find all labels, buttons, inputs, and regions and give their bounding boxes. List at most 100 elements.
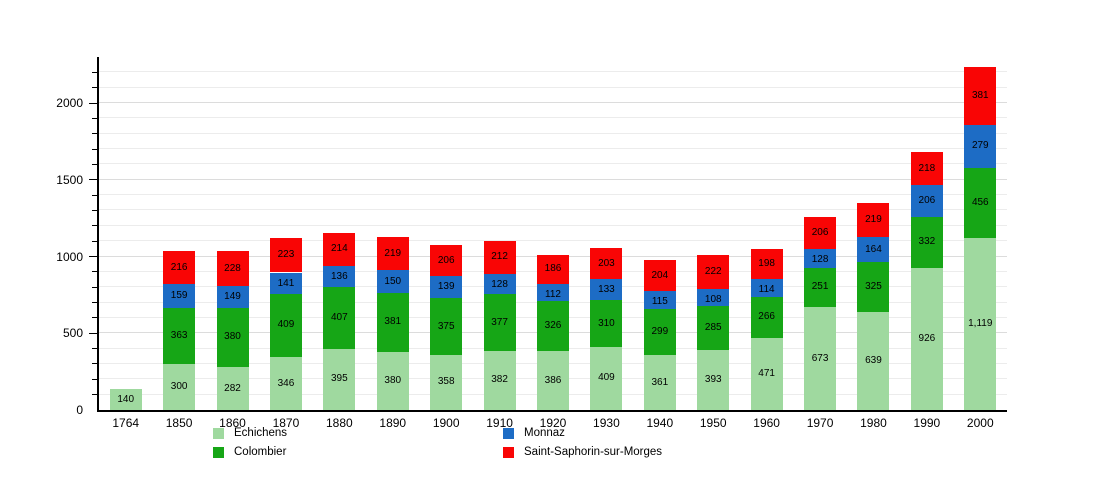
y-axis-minor-tick	[92, 394, 97, 396]
bar-segment-monnaz-1950: 108	[697, 289, 730, 306]
bar-value-label: 128	[491, 278, 508, 290]
x-axis-tick-label: 1880	[325, 416, 353, 430]
bar-value-label: 133	[598, 284, 615, 296]
bar-value-label: 206	[437, 254, 455, 266]
y-axis-tick-label: 2000	[56, 96, 83, 111]
bar-segment-colombier-1870: 409	[269, 294, 302, 357]
bar-segment-echichens-1870: 346	[269, 356, 302, 410]
bar-segment-saint-saphorin-sur-morges-1920: 186	[537, 255, 569, 284]
bar-value-label: 216	[170, 261, 188, 273]
bar-value-label: 114	[758, 284, 775, 296]
y-axis-minor-tick	[92, 363, 97, 365]
y-axis-major-tick	[89, 179, 97, 181]
bar-segment-echichens-1920: 386	[537, 350, 569, 410]
bar-value-label: 140	[117, 393, 135, 405]
legend-item-saint-saphorin: Saint-Saphorin-sur-Morges	[503, 446, 733, 458]
bar-segment-echichens-1990: 926	[910, 267, 943, 410]
bar-value-label: 203	[598, 258, 615, 270]
bar-value-label: 115	[651, 296, 668, 308]
y-axis-minor-tick	[92, 286, 97, 288]
bar-value-label: 380	[224, 331, 241, 343]
bar-value-label: 382	[491, 374, 508, 386]
bar-value-label: 251	[811, 281, 829, 293]
y-axis-tick-label: 1000	[56, 249, 83, 264]
bar-value-label: 395	[331, 373, 348, 385]
x-axis-tick-label: 1900	[432, 416, 460, 430]
bar-segment-echichens-1980: 639	[857, 311, 890, 410]
bar-value-label: 149	[224, 290, 241, 302]
bar-value-label: 300	[170, 380, 188, 392]
bar-segment-colombier-1910: 377	[483, 293, 516, 352]
bar-value-label: 393	[704, 373, 722, 385]
y-axis-minor-tick	[92, 317, 97, 319]
bar-value-label: 1,119	[968, 318, 993, 330]
bar-segment-colombier-1950: 285	[697, 305, 730, 350]
y-axis-minor-tick	[92, 209, 97, 211]
bar-value-label: 136	[331, 271, 348, 283]
y-axis-minor-tick	[92, 87, 97, 89]
bar-segment-colombier-1940: 299	[643, 308, 676, 355]
bar-value-label: 279	[971, 140, 989, 152]
legend-swatch-monnaz	[503, 427, 514, 439]
gridline	[99, 86, 1007, 88]
legend-swatch-saint-saphorin	[503, 446, 514, 458]
x-axis-tick-label: 1940	[646, 416, 674, 430]
bar-segment-saint-saphorin-sur-morges-1960: 198	[750, 249, 783, 280]
legend-item-colombier: Colombier	[213, 446, 443, 458]
x-axis-tick-label: 1890	[379, 416, 407, 430]
gridline	[99, 148, 1007, 150]
legend-label-saint-saphorin: Saint-Saphorin-sur-Morges	[524, 446, 663, 458]
y-axis-minor-tick	[92, 194, 97, 196]
gridline	[99, 71, 1007, 73]
bar-segment-echichens-1910: 382	[483, 351, 516, 410]
gridline	[99, 132, 1007, 134]
bar-segment-monnaz-1910: 128	[483, 273, 516, 294]
bar-segment-saint-saphorin-sur-morges-1940: 204	[643, 259, 676, 292]
bar-segment-colombier-1980: 325	[857, 262, 890, 312]
bar-value-label: 471	[758, 367, 775, 379]
bar-value-label: 219	[865, 214, 882, 226]
bar-segment-saint-saphorin-sur-morges-1970: 206	[804, 216, 837, 249]
y-axis-minor-tick	[92, 133, 97, 135]
bar-value-label: 386	[544, 374, 562, 386]
chart-legend: Echichens Colombier Monnaz Saint-Saphori…	[213, 427, 733, 458]
y-axis-minor-tick	[92, 240, 97, 242]
y-axis-minor-tick	[92, 271, 97, 273]
x-axis-tick-label: 1870	[272, 416, 300, 430]
bar-value-label: 381	[971, 89, 989, 101]
bar-segment-echichens-1764: 140	[109, 388, 142, 410]
bar-segment-echichens-1960: 471	[750, 337, 783, 410]
y-axis-minor-tick	[92, 225, 97, 227]
bar-value-label: 141	[277, 277, 295, 289]
gridline	[99, 117, 1007, 119]
bar-segment-colombier-1900: 375	[430, 297, 463, 356]
legend-item-echichens: Echichens	[213, 427, 443, 439]
bar-value-label: 128	[811, 253, 829, 265]
x-axis-tick-label: 1990	[913, 416, 941, 430]
bar-value-label: 358	[437, 376, 455, 388]
bar-segment-colombier-1990: 332	[910, 216, 943, 268]
bar-segment-saint-saphorin-sur-morges-1870: 223	[269, 238, 302, 273]
bar-value-label: 219	[384, 247, 402, 259]
bar-value-label: 639	[865, 354, 882, 366]
bar-segment-saint-saphorin-sur-morges-1930: 203	[590, 248, 623, 280]
bar-segment-colombier-1890: 381	[376, 293, 409, 352]
bar-value-label: 926	[918, 332, 936, 344]
gridline	[99, 102, 1007, 104]
legend-swatch-colombier	[213, 446, 224, 458]
bar-value-label: 380	[384, 374, 402, 386]
x-axis-tick-label: 2000	[966, 416, 994, 430]
y-axis-minor-tick	[92, 348, 97, 350]
bar-segment-monnaz-1870: 141	[269, 272, 302, 295]
bar-segment-echichens-1890: 380	[376, 351, 409, 410]
bar-segment-echichens-2000: 1,119	[964, 238, 997, 410]
bar-value-label: 409	[277, 319, 295, 331]
bar-value-label: 361	[651, 376, 669, 388]
x-axis-tick-label: 1764	[112, 416, 140, 430]
bar-value-label: 214	[331, 243, 348, 255]
bar-segment-monnaz-1900: 139	[430, 276, 463, 298]
bar-value-label: 198	[758, 258, 775, 270]
y-axis-tick-label: 1500	[56, 172, 83, 187]
y-axis-minor-tick	[92, 71, 97, 73]
bar-value-label: 108	[704, 294, 722, 306]
